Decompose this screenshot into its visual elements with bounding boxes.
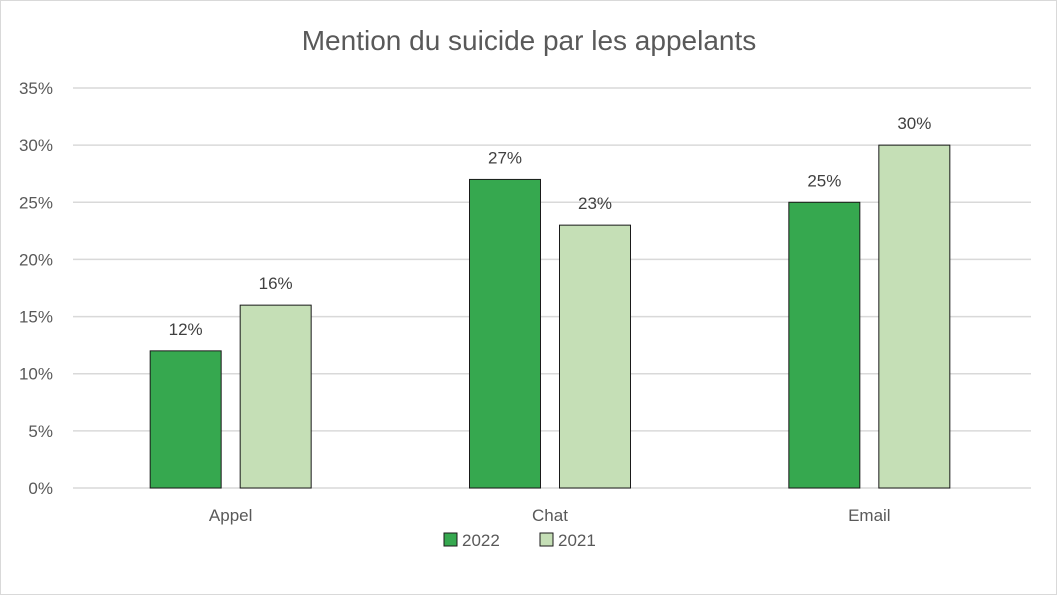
legend: 2022 2021	[443, 531, 596, 550]
legend-label: 2022	[462, 531, 500, 550]
legend-label: 2021	[558, 531, 596, 550]
bars	[149, 144, 951, 489]
y-tick-label: 30%	[19, 136, 53, 155]
x-category-label: Chat	[532, 506, 568, 525]
data-label: 30%	[897, 114, 931, 133]
y-axis-ticks: 0% 5% 10% 15% 20% 25% 30% 35%	[19, 79, 53, 498]
bar-appel-2022	[149, 350, 222, 489]
x-category-label: Appel	[209, 506, 252, 525]
bar-email-2022	[788, 201, 861, 489]
data-label: 16%	[259, 274, 293, 293]
legend-swatch	[539, 532, 554, 547]
y-tick-label: 0%	[28, 479, 53, 498]
bar-email-2021	[878, 144, 951, 489]
legend-swatch	[443, 532, 458, 547]
y-tick-label: 25%	[19, 193, 53, 212]
bar-appel-2021	[239, 304, 312, 489]
data-labels: 12% 16% 27% 23% 25% 30%	[169, 114, 932, 339]
y-tick-label: 10%	[19, 365, 53, 384]
data-label: 25%	[807, 171, 841, 190]
data-label: 27%	[488, 148, 522, 167]
bar-chat-2022	[469, 178, 541, 489]
y-tick-label: 5%	[28, 422, 53, 441]
x-axis-categories: Appel Chat Email	[209, 506, 891, 525]
y-tick-label: 35%	[19, 79, 53, 98]
bar-chat-2021	[559, 224, 631, 489]
gridlines	[73, 87, 1031, 489]
data-label: 12%	[169, 320, 203, 339]
y-tick-label: 20%	[19, 250, 53, 269]
x-category-label: Email	[848, 506, 891, 525]
y-tick-label: 15%	[19, 308, 53, 327]
chart-title: Mention du suicide par les appelants	[302, 25, 757, 56]
data-label: 23%	[578, 194, 612, 213]
